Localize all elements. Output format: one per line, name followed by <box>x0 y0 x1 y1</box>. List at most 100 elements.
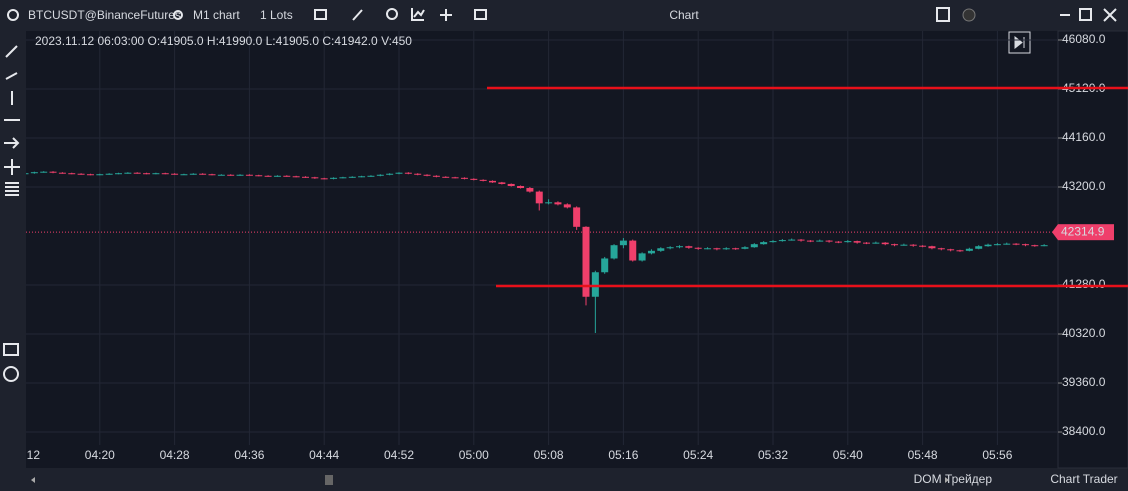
candle-body <box>685 246 693 248</box>
candle-body <box>965 248 973 251</box>
x-tick-label: 05:32 <box>758 448 788 462</box>
chart-trader-tab[interactable]: Chart Trader <box>1050 472 1117 486</box>
candle-body <box>367 175 375 177</box>
candle-body <box>909 244 917 246</box>
y-tick-label: 39360.0 <box>1062 375 1106 389</box>
y-tick-label: 43200.0 <box>1062 179 1106 193</box>
candle-body <box>40 171 48 173</box>
candle-body <box>283 175 291 177</box>
scroll-thumb[interactable] <box>325 475 333 485</box>
candle-body <box>732 248 740 250</box>
candle-body <box>676 246 683 248</box>
y-tick-label: 46080.0 <box>1062 32 1106 46</box>
candle-body <box>1003 243 1011 245</box>
candle-body <box>339 177 347 179</box>
candle-body <box>1021 244 1029 246</box>
candle-body <box>152 173 160 175</box>
candle-body <box>872 242 880 244</box>
candle-body <box>320 178 328 180</box>
lots[interactable]: 1 Lots <box>260 8 293 22</box>
x-tick-label: 04:12 <box>10 448 40 462</box>
candle-body <box>563 204 571 208</box>
candle-body <box>432 175 440 177</box>
candle-body <box>760 242 768 245</box>
candle-body <box>797 239 805 241</box>
candle-body <box>834 241 842 243</box>
candle-body <box>358 176 366 178</box>
x-tick-label: 04:52 <box>384 448 414 462</box>
candle-body <box>498 182 506 184</box>
candle-body <box>386 173 394 175</box>
x-tick-label: 05:24 <box>683 448 713 462</box>
x-tick-label: 04:20 <box>85 448 115 462</box>
candle-body <box>601 258 609 273</box>
candle-body <box>956 250 964 252</box>
candle-body <box>769 241 777 243</box>
candle-body <box>451 177 459 179</box>
candle-body <box>507 183 515 186</box>
candle-body <box>208 174 216 176</box>
top-toolbar <box>0 0 1128 31</box>
candle-body <box>535 191 543 204</box>
price-axis <box>1057 30 1128 469</box>
candle-body <box>778 240 786 242</box>
symbol[interactable]: BTCUSDT@BinanceFutures <box>28 8 181 22</box>
candle-body <box>591 272 599 297</box>
candle-body <box>638 253 646 261</box>
candle-body <box>395 172 403 174</box>
candle-body <box>853 241 861 243</box>
candle-body <box>489 180 496 183</box>
candle-body <box>105 173 113 175</box>
candle-body <box>629 240 637 261</box>
candle-body <box>573 207 581 227</box>
candle-body <box>161 173 169 175</box>
candle-body <box>86 174 94 176</box>
candle-body <box>189 173 197 175</box>
price-tag-label: 42314.9 <box>1061 224 1105 238</box>
candle-body <box>460 177 468 179</box>
x-tick-label: 05:56 <box>982 448 1012 462</box>
candle-body <box>657 248 665 251</box>
candle-body <box>68 173 76 175</box>
y-tick-label: 38400.0 <box>1062 424 1106 438</box>
x-tick-label: 04:36 <box>234 448 264 462</box>
candle-body <box>545 202 553 204</box>
candle-body <box>58 172 66 174</box>
candle-body <box>49 171 57 173</box>
dom-tab[interactable]: DOM Трейдер <box>914 472 993 486</box>
candle-body <box>171 173 179 175</box>
candle-body <box>610 245 618 259</box>
candle-body <box>404 172 412 174</box>
candle-body <box>947 249 955 251</box>
candle-body <box>881 242 889 245</box>
candle-body <box>217 174 225 176</box>
candle-body <box>273 175 281 177</box>
candle-body <box>788 239 796 241</box>
toolbar-icons[interactable] <box>7 7 1117 22</box>
candle-body <box>302 176 309 178</box>
candle-body <box>694 247 702 249</box>
candle-body <box>713 248 721 250</box>
candle-body <box>26 173 29 175</box>
price-tag <box>1058 224 1114 241</box>
candle-body <box>96 174 104 176</box>
candle-body <box>919 245 927 247</box>
candle-body <box>1040 245 1048 247</box>
drawing-tools[interactable] <box>3 45 20 382</box>
candle-body <box>844 241 852 243</box>
timeframe[interactable]: M1 chart <box>193 8 240 22</box>
candle-body <box>264 175 272 177</box>
candle-body <box>806 240 814 242</box>
scroll-left[interactable] <box>31 477 35 483</box>
candle-body <box>442 176 450 178</box>
x-tick-label: 05:48 <box>908 448 938 462</box>
candle-body <box>77 173 85 175</box>
candle-body <box>115 173 122 175</box>
window-title: Chart <box>669 8 699 22</box>
candle-body <box>666 247 674 249</box>
ohlc-info: 2023.11.12 06:03:00 O:41905.0 H:41990.0 … <box>35 34 412 48</box>
scroll-right[interactable] <box>945 477 949 483</box>
candle-body <box>993 244 1001 246</box>
candle-body <box>863 242 870 244</box>
